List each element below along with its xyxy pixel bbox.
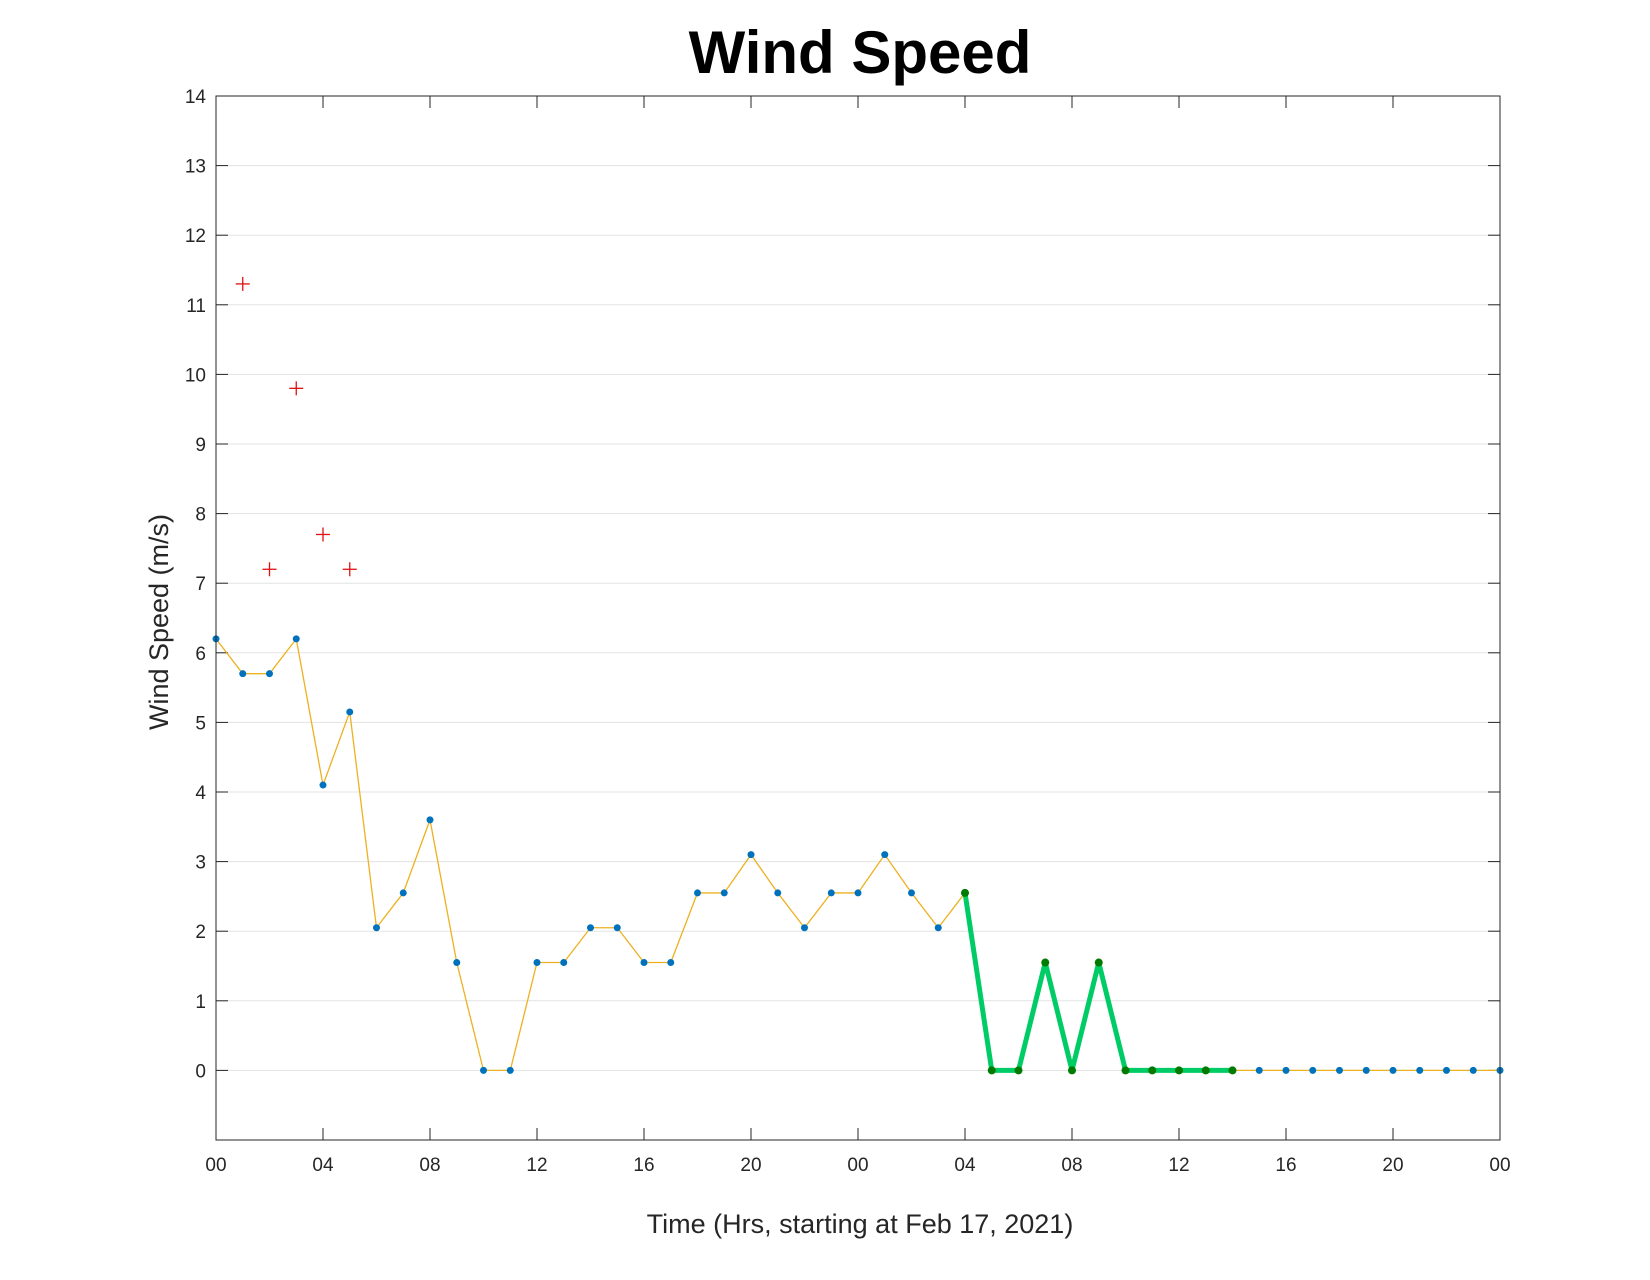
measured-point	[854, 889, 862, 897]
outlier-marker	[262, 562, 277, 577]
measured-point	[694, 889, 701, 897]
measured-point	[1309, 1066, 1317, 1074]
outlier-marker	[289, 381, 304, 396]
y-tick-label: 7	[195, 574, 206, 595]
x-tick-label: 16	[633, 1155, 654, 1176]
y-axis-label: Wind Speed (m/s)	[144, 514, 174, 730]
x-tick-label: 00	[1489, 1155, 1510, 1176]
x-tick-label: 08	[419, 1155, 440, 1176]
x-tick-labels: 00 04 08 12 16 20 00 04 08 12 16 20 00	[205, 1155, 1510, 1176]
highlighted-point	[987, 1066, 996, 1075]
highlighted-point	[1175, 1066, 1183, 1075]
measured-point	[346, 708, 354, 716]
measured-point	[1255, 1066, 1263, 1074]
measured-point	[801, 924, 808, 932]
measured-point	[613, 924, 621, 932]
measured-point	[720, 889, 728, 897]
measured-point	[239, 670, 247, 678]
y-tick-label: 9	[195, 435, 206, 456]
x-tick-label: 00	[847, 1155, 868, 1176]
y-tick-label: 13	[185, 157, 206, 178]
measured-point	[1469, 1066, 1477, 1074]
measured-point	[266, 670, 273, 678]
measured-point	[399, 889, 407, 897]
grid-lines	[216, 95, 1500, 1071]
measured-point	[747, 851, 755, 859]
highlighted-point	[1148, 1066, 1157, 1075]
measured-point	[533, 959, 541, 967]
highlighted-point	[1014, 1066, 1023, 1075]
measured-point	[1362, 1066, 1370, 1074]
outlier-marker	[235, 276, 250, 291]
measured-point	[934, 924, 942, 932]
y-tick-label: 3	[195, 853, 206, 874]
measured-point	[640, 959, 648, 967]
plot-area-frame	[215, 95, 1501, 1141]
x-tick-label: 20	[1382, 1155, 1403, 1176]
highlighted-point	[1228, 1066, 1237, 1075]
y-tick-label: 11	[186, 296, 206, 317]
measured-point	[908, 889, 915, 897]
outlier-marker	[342, 562, 357, 577]
chart-title: Wind Speed	[689, 19, 1032, 86]
measured-point	[881, 851, 889, 859]
measured-point	[774, 889, 782, 897]
x-axis-label: Time (Hrs, starting at Feb 17, 2021)	[647, 1209, 1074, 1239]
measured-point	[426, 816, 434, 824]
y-tick-label: 0	[195, 1061, 206, 1082]
highlighted-point	[1068, 1066, 1076, 1075]
measured-point	[1389, 1066, 1397, 1074]
outlier-marker	[316, 527, 330, 542]
y-tick-label: 8	[195, 505, 206, 526]
y-tick-label: 5	[195, 713, 206, 734]
measured-point	[667, 959, 675, 967]
y-tick-label: 10	[185, 365, 206, 386]
measured-point	[506, 1066, 514, 1074]
x-tick-label: 00	[205, 1155, 226, 1176]
measured-point	[587, 924, 594, 932]
x-tick-label: 12	[1168, 1155, 1189, 1176]
measured-point	[827, 889, 835, 897]
x-tick-label: 20	[740, 1155, 761, 1176]
x-tick-label: 04	[312, 1155, 334, 1176]
y-tick-label: 1	[195, 992, 206, 1013]
measured-point	[319, 781, 327, 789]
y-tick-label: 2	[195, 922, 206, 943]
measured-point	[1416, 1066, 1424, 1074]
x-tick-label: 08	[1061, 1155, 1082, 1176]
x-tick-label: 16	[1275, 1155, 1296, 1176]
measured-point	[480, 1066, 487, 1074]
data-series	[212, 276, 1504, 1075]
highlighted-point	[1094, 958, 1103, 967]
measured-point	[1336, 1066, 1343, 1074]
measured-point	[453, 959, 461, 967]
y-tick-label: 4	[195, 783, 206, 804]
measured-point	[373, 924, 380, 932]
x-tick-label: 12	[526, 1155, 547, 1176]
highlighted-point	[1041, 958, 1050, 967]
highlighted-point	[961, 888, 969, 897]
measured-point	[560, 959, 568, 967]
y-tick-label: 6	[195, 644, 206, 665]
highlighted-point	[1121, 1066, 1130, 1075]
measured-point	[1282, 1066, 1290, 1074]
measured-point	[292, 635, 300, 643]
x-tick-label: 04	[954, 1155, 976, 1176]
highlighted-point	[1201, 1066, 1210, 1075]
y-tick-label: 14	[185, 87, 207, 108]
y-tick-label: 12	[185, 226, 206, 247]
measured-point	[1443, 1066, 1450, 1074]
